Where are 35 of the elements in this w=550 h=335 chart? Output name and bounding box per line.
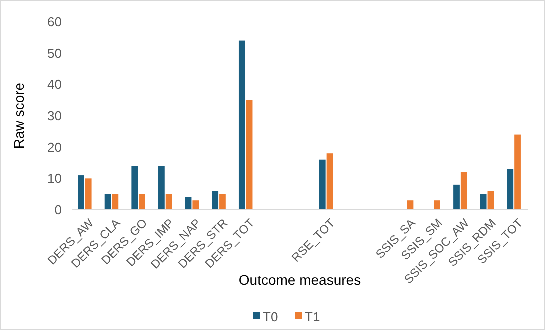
y-tick-label: 40 <box>48 77 62 92</box>
x-axis-title: Outcome measures <box>238 272 362 288</box>
legend-label: T1 <box>305 310 320 325</box>
y-axis-title: Raw score <box>11 82 27 150</box>
bar <box>139 194 146 210</box>
bar <box>246 100 253 210</box>
y-tick-label: 10 <box>48 171 62 186</box>
bar <box>238 40 246 210</box>
y-tick-label: 50 <box>48 46 62 61</box>
bar <box>192 200 200 210</box>
bar <box>112 194 119 210</box>
bar <box>407 200 414 210</box>
bar <box>158 166 165 210</box>
bar <box>104 194 112 210</box>
bar <box>488 191 494 210</box>
bar <box>78 176 84 210</box>
bar <box>132 166 138 210</box>
bar <box>220 194 226 210</box>
bar <box>212 191 219 210</box>
bar <box>319 160 326 210</box>
bar <box>480 194 487 210</box>
y-tick-label: 60 <box>48 14 62 30</box>
bar <box>460 172 468 210</box>
bar <box>166 194 172 210</box>
bar <box>326 154 334 210</box>
bar <box>85 178 92 210</box>
y-tick-label: 0 <box>54 202 62 218</box>
bar <box>434 200 440 210</box>
y-tick-label: 30 <box>48 108 62 124</box>
bar <box>507 169 514 210</box>
legend-label: T0 <box>263 310 278 325</box>
bar <box>454 184 460 210</box>
bar <box>185 197 192 210</box>
y-tick-label: 20 <box>48 140 62 155</box>
bar <box>514 134 521 210</box>
